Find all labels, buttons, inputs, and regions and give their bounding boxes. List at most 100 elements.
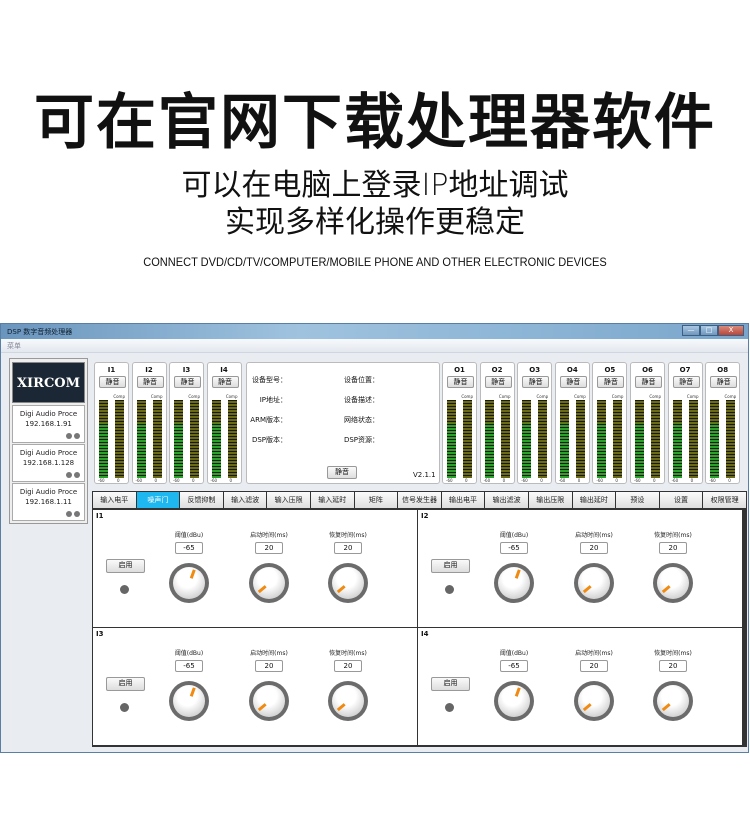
param-input[interactable]: -65	[500, 542, 528, 554]
comp-meter	[227, 400, 237, 478]
mute-button[interactable]: 静音	[635, 376, 662, 388]
channel-strip-I4: I4 静音 Comp -60 0	[206, 362, 242, 484]
comp-meter	[115, 400, 124, 478]
mute-button[interactable]: 静音	[559, 376, 587, 388]
channel-label: O1	[454, 366, 465, 374]
param-input[interactable]: -65	[175, 660, 203, 672]
knob[interactable]	[653, 681, 693, 721]
scale-max: 0	[653, 478, 656, 483]
level-meter	[710, 400, 720, 478]
status-led	[445, 703, 454, 712]
scale-max: 0	[465, 478, 468, 483]
param-label: 阈值(dBu)	[174, 650, 204, 657]
knob-face	[253, 567, 285, 599]
mute-button[interactable]: 静音	[174, 376, 201, 388]
scale-min: -60	[671, 478, 679, 483]
knob[interactable]	[574, 681, 614, 721]
param-label: 启动时间(ms)	[250, 532, 288, 539]
knob-face	[578, 685, 610, 717]
status-led	[120, 703, 129, 712]
close-button[interactable]: X	[718, 325, 744, 336]
channel-label: I1	[96, 512, 104, 520]
param-input[interactable]: -65	[175, 542, 203, 554]
knob[interactable]	[249, 563, 289, 603]
gate-channel-I1: I1 启用 阈值(dBu) -65 启动时间(ms) 20 恢复时间(ms) 20	[93, 510, 417, 627]
tab-10[interactable]: 输出压限	[528, 492, 572, 508]
knob[interactable]	[328, 681, 368, 721]
status-led	[445, 585, 454, 594]
param-input[interactable]: -65	[500, 660, 528, 672]
device-item[interactable]: Digi Audio Proce 192.168.1.91	[12, 405, 85, 443]
enable-button[interactable]: 启用	[106, 677, 145, 691]
channel-label: I4	[421, 630, 429, 638]
tab-14[interactable]: 权限管理	[703, 492, 746, 508]
status-dots	[66, 472, 80, 478]
info-label: 设备描述：	[344, 396, 379, 404]
device-item[interactable]: Digi Audio Proce 192.168.1.128	[12, 444, 85, 482]
knob-face	[657, 685, 689, 717]
knob[interactable]	[169, 681, 209, 721]
tab-3[interactable]: 输入滤波	[223, 492, 267, 508]
knob[interactable]	[574, 563, 614, 603]
param-input[interactable]: 20	[659, 660, 687, 672]
tab-8[interactable]: 输出电平	[441, 492, 485, 508]
knob[interactable]	[249, 681, 289, 721]
comp-label: Comp	[686, 394, 699, 399]
param-input[interactable]: 20	[580, 542, 608, 554]
enable-button[interactable]: 启用	[431, 677, 470, 691]
param-label: 阈值(dBu)	[174, 532, 204, 539]
knob[interactable]	[328, 563, 368, 603]
level-meter	[99, 400, 108, 478]
scale-max: 0	[502, 478, 506, 483]
mute-button[interactable]: 静音	[710, 376, 738, 388]
tab-2[interactable]: 反馈抑制	[180, 492, 223, 508]
enable-button[interactable]: 启用	[431, 559, 470, 573]
tab-11[interactable]: 输出延时	[572, 492, 616, 508]
channel-strip-O5: O5 静音 Comp -60 0	[592, 362, 628, 484]
param-label: 阈值(dBu)	[499, 650, 529, 657]
param-input[interactable]: 20	[255, 660, 283, 672]
knob[interactable]	[494, 563, 534, 603]
param-input[interactable]: 20	[580, 660, 608, 672]
param-label: 启动时间(ms)	[250, 650, 288, 657]
param-input[interactable]: 20	[334, 660, 362, 672]
mute-button[interactable]: 静音	[522, 376, 550, 388]
comp-meter	[651, 400, 660, 478]
tab-5[interactable]: 输入延时	[310, 492, 354, 508]
tab-12[interactable]: 预设	[616, 492, 659, 508]
mute-button[interactable]: 静音	[672, 376, 700, 388]
enable-button[interactable]: 启用	[106, 559, 145, 573]
tab-4[interactable]: 输入压限	[267, 492, 310, 508]
mute-button[interactable]: 静音	[447, 376, 474, 388]
menu-item[interactable]: 菜单	[7, 342, 21, 350]
param-input[interactable]: 20	[334, 542, 362, 554]
level-meter	[136, 400, 146, 478]
param-input[interactable]: 20	[255, 542, 283, 554]
tab-9[interactable]: 输出滤波	[485, 492, 528, 508]
comp-meter	[613, 400, 623, 478]
status-dots	[66, 511, 80, 517]
tab-13[interactable]: 设置	[659, 492, 703, 508]
tab-6[interactable]: 矩阵	[354, 492, 398, 508]
knob[interactable]	[169, 563, 209, 603]
mute-button[interactable]: 静音	[211, 376, 239, 388]
scale-max: 0	[229, 478, 233, 483]
knob[interactable]	[653, 563, 693, 603]
mute-button[interactable]: 静音	[136, 376, 164, 388]
channel-label: I2	[421, 512, 429, 520]
mute-button[interactable]: 静音	[597, 376, 625, 388]
knob-indicator	[661, 703, 671, 712]
comp-label: Comp	[461, 394, 473, 399]
knob[interactable]	[494, 681, 534, 721]
tab-0[interactable]: 输入电平	[93, 492, 136, 508]
minimize-button[interactable]: —	[682, 325, 700, 336]
param-input[interactable]: 20	[659, 542, 687, 554]
info-label: DSP版本：	[251, 436, 287, 444]
device-item[interactable]: Digi Audio Proce 192.168.1.11	[12, 483, 85, 521]
master-mute-button[interactable]: 静音	[327, 466, 357, 479]
mute-button[interactable]: 静音	[99, 376, 126, 388]
tab-1[interactable]: 噪声门	[136, 492, 180, 508]
maximize-button[interactable]: □	[700, 325, 718, 336]
tab-7[interactable]: 信号发生器	[398, 492, 441, 508]
mute-button[interactable]: 静音	[484, 376, 512, 388]
